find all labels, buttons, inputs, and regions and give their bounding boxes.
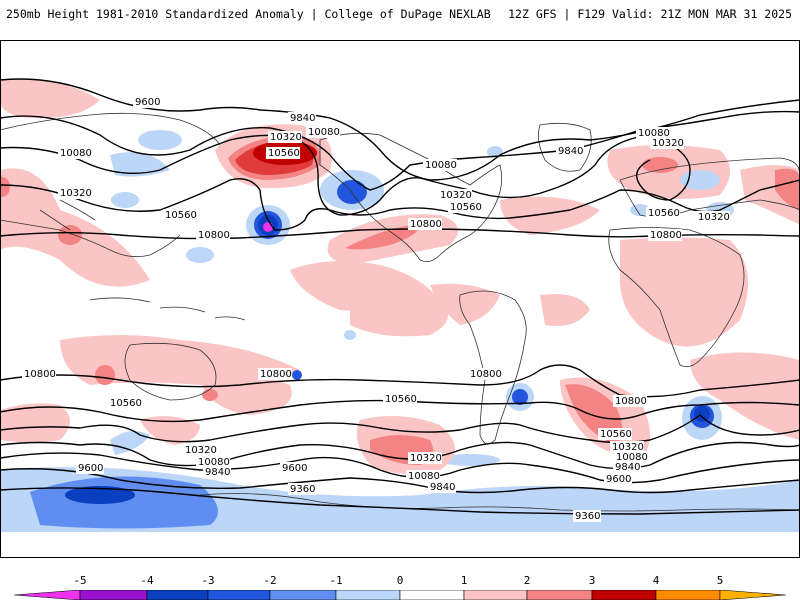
colorbar-gradient: [13, 590, 787, 600]
contour-label-9600-north: 9600: [135, 97, 160, 108]
colorbar-tick: 5: [716, 574, 724, 587]
map-title: 250mb Height 1981-2010 Standardized Anom…: [6, 7, 491, 21]
negative-anomaly-blob-south: [30, 476, 218, 529]
contour-label-10320-south-central: 10320: [410, 453, 442, 464]
contour-label-10800-west: 10800: [198, 230, 230, 241]
contour-label-10320-europe: 10320: [652, 138, 684, 149]
contour-labels: 9600 9840 10080 10320 10560 10800 10320 …: [22, 96, 730, 522]
contour-label-10800-africa: 10800: [650, 230, 682, 241]
contour-label-10320-west: 10320: [60, 188, 92, 199]
contour-label-10320-na: 10320: [440, 190, 472, 201]
contour-label-9840-north: 9840: [290, 113, 315, 124]
contour-label-9600-south-central: 9600: [282, 463, 307, 474]
contour-label-10560-south-west: 10560: [110, 398, 142, 409]
contour-label-9600-south-west: 9600: [78, 463, 103, 474]
contour-label-9600-south-east: 9600: [606, 474, 631, 485]
colorbar-tick: -5: [73, 574, 87, 587]
contour-label-9840-south-central: 9840: [430, 482, 455, 493]
contour-label-10080-south-central: 10080: [408, 471, 440, 482]
colorbar-tick: -3: [201, 574, 215, 587]
contour-label-10080-south-west: 10080: [198, 457, 230, 468]
colorbar: -5 -4 -3 -2 -1 0 1 2 3 4 5: [0, 570, 800, 600]
colorbar-tick: -1: [329, 574, 343, 587]
colorbar-tick: -2: [263, 574, 277, 587]
contour-label-10080-pacific: 10080: [308, 127, 340, 138]
colorbar-tick: -4: [140, 574, 154, 587]
colorbar-tick: 1: [460, 574, 468, 587]
contour-label-9360-south-central: 9360: [290, 484, 315, 495]
colorbar-tick: 0: [396, 574, 404, 587]
colorbar-tick: 3: [588, 574, 596, 587]
contour-label-10080-west: 10080: [60, 148, 92, 159]
contour-label-10320-pacific: 10320: [270, 132, 302, 143]
contour-label-9840-atlantic: 9840: [558, 146, 583, 157]
model-run-info: 12Z GFS | F129 Valid: 21Z MON MAR 31 202…: [508, 7, 792, 21]
contour-label-10560-pacific: 10560: [268, 148, 300, 159]
contour-label-9840-south-east: 9840: [615, 462, 640, 473]
contour-label-10800-south-west: 10800: [24, 369, 56, 380]
negative-anomaly-core-south: [65, 486, 135, 504]
colorbar-tick: 2: [523, 574, 531, 587]
header-bar: 250mb Height 1981-2010 Standardized Anom…: [0, 0, 800, 26]
contour-label-10560-west: 10560: [165, 210, 197, 221]
contour-label-10080-south-east: 10080: [616, 452, 648, 463]
colorbar-tick: 4: [652, 574, 660, 587]
contour-label-9360-south-east: 9360: [575, 511, 600, 522]
contour-label-10080-na: 10080: [425, 160, 457, 171]
contour-label-10080-europe: 10080: [638, 128, 670, 139]
contour-label-10800-south-america: 10800: [470, 369, 502, 380]
contour-label-10320-asia: 10320: [698, 212, 730, 223]
contour-label-10800-na: 10800: [410, 219, 442, 230]
contour-label-10560-south-central: 10560: [385, 394, 417, 405]
contour-label-10800-south-africa: 10800: [615, 396, 647, 407]
anomaly-map: 9600 9840 10080 10320 10560 10800 10320 …: [0, 40, 800, 558]
contour-label-10320-south-west: 10320: [185, 445, 217, 456]
contour-label-10320-south-east: 10320: [612, 442, 644, 453]
contour-label-10560-europe: 10560: [648, 208, 680, 219]
contour-label-9840-south-west: 9840: [205, 467, 230, 478]
contour-label-10560-na: 10560: [450, 202, 482, 213]
contour-label-10560-south-east: 10560: [600, 429, 632, 440]
contour-label-10800-south-pacific: 10800: [260, 369, 292, 380]
